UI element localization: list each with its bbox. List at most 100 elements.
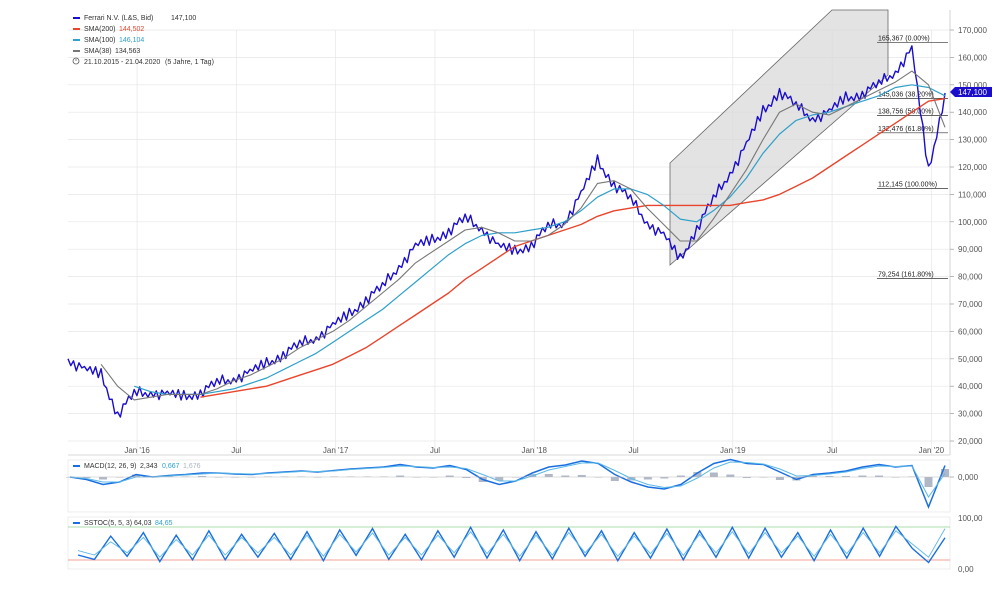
- legend-label: SMA(200): [84, 26, 116, 33]
- y-tick-label: 80,000: [958, 273, 983, 282]
- period-info[interactable]: 21.10.2015 - 21.04.2020 (5 Jahre, 1 Tag): [72, 57, 214, 66]
- legend-label: Ferrari N.V. (L&S, Bid): [84, 15, 153, 22]
- macd-hist-bar: [825, 476, 834, 477]
- legend-label: SMA(38): [84, 48, 112, 55]
- price-line: [67, 45, 946, 418]
- stoch-series: [77, 525, 946, 564]
- macd-hist-bar: [775, 477, 784, 480]
- legend-swatch: [73, 28, 80, 30]
- fib-label: 112,145 (100.00%): [878, 182, 937, 189]
- macd-hist-bar: [874, 475, 883, 477]
- legend-value: 134,563: [115, 48, 140, 55]
- stoch-tick-100: 100,00: [958, 514, 983, 523]
- sma38-line: [100, 70, 946, 401]
- trend-channel: [669, 9, 889, 266]
- current-price-tag: 147,100: [950, 87, 992, 97]
- macd-hist-bar: [676, 475, 685, 477]
- macd-hist-bar: [643, 477, 652, 480]
- macd-hist-bar: [577, 475, 586, 477]
- stoch-frame: [67, 516, 951, 570]
- clock-icon: [72, 57, 80, 65]
- y-tick-label: 20,000: [958, 437, 983, 446]
- macd-hist-bar: [198, 476, 207, 477]
- time-axis: Jan '16 Jul Jan '17 Jul Jan '18 Jul Jan '19 Jul…: [124, 446, 944, 455]
- x-tick-label: Jan '18: [521, 446, 547, 455]
- macd-label: MACD(12, 26, 9): [84, 463, 137, 470]
- macd-hist-bar: [462, 477, 471, 478]
- stoch-value-1: 64,03: [134, 520, 152, 527]
- macd-hist-bar: [99, 477, 108, 480]
- macd-hist-bar: [924, 477, 933, 487]
- period-range: 21.10.2015 - 21.04.2020: [84, 59, 160, 66]
- x-tick-label: Jan '20: [919, 446, 945, 455]
- price-axis: 170,000 160,000 150,000 140,000 130,000 120,0…: [950, 26, 987, 446]
- y-tick-label: 30,000: [958, 410, 983, 419]
- stoch-legend: SSTOC(5, 5, 3) 64,03 84,65: [73, 520, 173, 527]
- y-tick-label: 170,000: [958, 26, 987, 35]
- macd-hist-bar: [396, 475, 405, 477]
- fib-label: 145,036 (38.20%): [878, 91, 934, 98]
- legend-item-sma200: SMA(200) 144,502: [73, 26, 144, 33]
- price-tag-value: 147,100: [958, 88, 987, 97]
- legend: Ferrari N.V. (L&S, Bid) 147,100 SMA(200)…: [72, 15, 214, 66]
- x-tick-label: Jan '17: [323, 446, 349, 455]
- period-detail: (5 Jahre, 1 Tag): [165, 59, 214, 66]
- legend-swatch: [73, 39, 80, 41]
- y-tick-label: 50,000: [958, 355, 983, 364]
- y-tick-label: 70,000: [958, 300, 983, 309]
- y-tick-label: 130,000: [958, 136, 987, 145]
- stochastic-pane: SSTOC(5, 5, 3) 64,03 84,65 100,00 0,00: [67, 514, 983, 574]
- fib-label: 132,476 (61.80%): [878, 126, 934, 133]
- macd-line: [69, 458, 946, 510]
- fib-label: 79,254 (161.80%): [878, 272, 934, 279]
- legend-item-sma100: SMA(100) 146,104: [73, 37, 144, 44]
- x-tick-label: Jan '16: [124, 446, 150, 455]
- fib-label: 165,367 (0.00%): [878, 36, 930, 43]
- macd-hist-bar: [544, 474, 553, 477]
- x-tick-label: Jul: [231, 446, 241, 455]
- macd-value-1: 2,343: [140, 463, 158, 470]
- stoch-value-2: 84,65: [155, 520, 173, 527]
- macd-signal-line: [69, 461, 946, 498]
- macd-hist-bar: [610, 477, 619, 481]
- x-tick-label: Jul: [628, 446, 638, 455]
- y-tick-label: 60,000: [958, 327, 983, 336]
- legend-value: 144,502: [119, 26, 144, 33]
- y-tick-label: 160,000: [958, 53, 987, 62]
- y-tick-label: 40,000: [958, 382, 983, 391]
- price-gridlines: [68, 29, 950, 455]
- sma200-line: [200, 97, 946, 398]
- stoch-d-line: [77, 528, 946, 558]
- macd-swatch: [73, 465, 80, 467]
- x-tick-label: Jul: [430, 446, 440, 455]
- macd-zero-tick: 0,000: [958, 473, 979, 482]
- macd-hist-bar: [693, 472, 702, 477]
- legend-label: SMA(100): [84, 37, 116, 44]
- fib-label: 138,756 (50.00%): [878, 109, 934, 116]
- macd-hist-bar: [858, 475, 867, 477]
- stoch-tick-0: 0,00: [958, 565, 974, 574]
- macd-hist-bar: [709, 472, 718, 477]
- y-tick-label: 150,000: [958, 81, 987, 90]
- x-tick-label: Jul: [827, 446, 837, 455]
- legend-value: 147,100: [171, 15, 196, 22]
- macd-hist-bar: [941, 469, 949, 477]
- price-pane: 165,367 (0.00%) 145,036 (38.20%) 138,756 (…: [67, 9, 992, 456]
- macd-legend: MACD(12, 26, 9) 2,343 0,667 1,676: [73, 463, 201, 470]
- macd-hist-bar: [495, 477, 504, 481]
- macd-value-2: 0,667: [162, 463, 180, 470]
- macd-pane: MACD(12, 26, 9) 2,343 0,667 1,676 0,000: [66, 458, 979, 513]
- stoch-k-line: [77, 525, 946, 564]
- macd-series: [66, 458, 950, 510]
- fibonacci-levels: 165,367 (0.00%) 145,036 (38.20%) 138,756 (…: [877, 36, 948, 279]
- y-tick-label: 110,000: [958, 190, 987, 199]
- macd-hist-bar: [841, 476, 850, 477]
- price-tag-shape: [950, 87, 992, 97]
- price-series: [67, 45, 946, 418]
- macd-frame: [67, 459, 951, 513]
- macd-hist-bar: [742, 477, 751, 478]
- stoch-swatch: [73, 522, 80, 524]
- legend-swatch: [73, 50, 80, 52]
- macd-hist-bar: [561, 475, 570, 477]
- y-tick-label: 100,000: [958, 218, 987, 227]
